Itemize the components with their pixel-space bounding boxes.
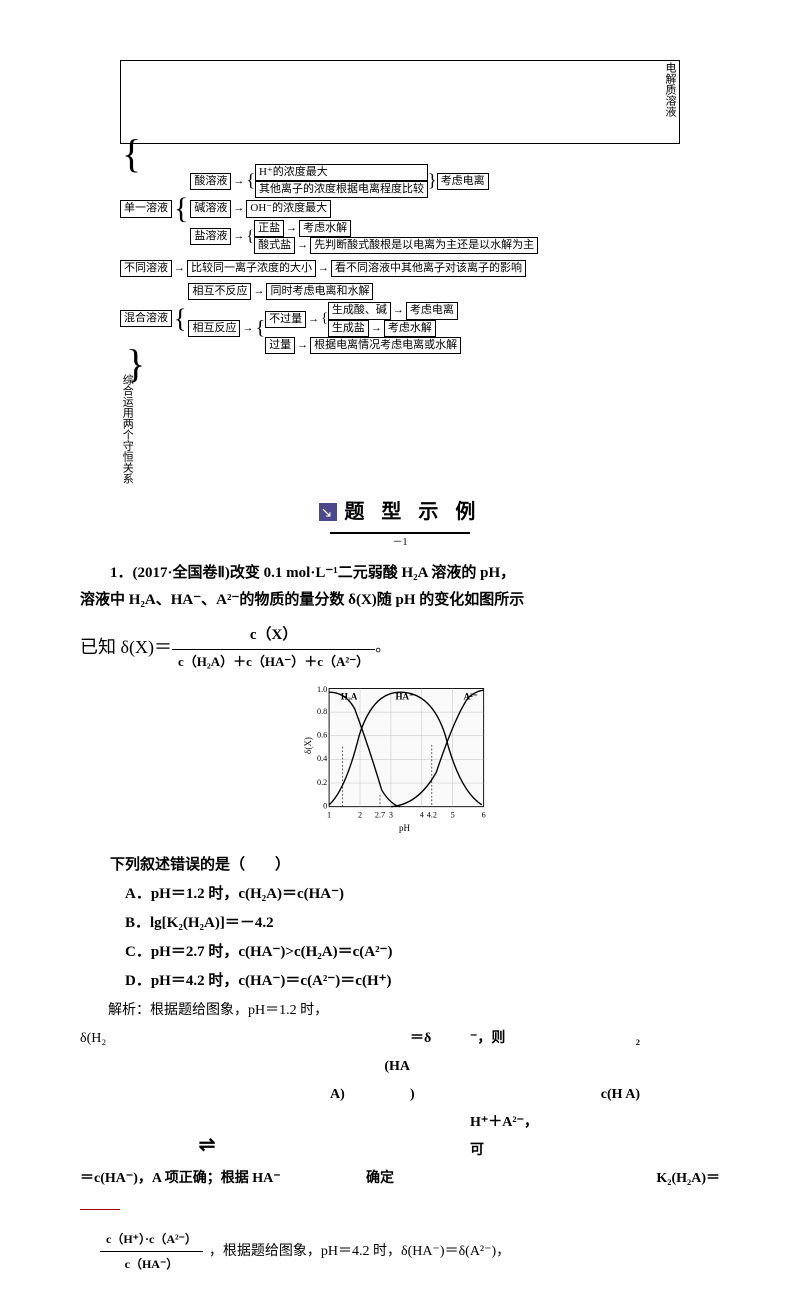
svg-text:A²⁻: A²⁻ <box>464 692 478 702</box>
svg-text:2: 2 <box>358 811 362 820</box>
base-t1: OH⁻的浓度最大 <box>246 200 331 217</box>
b2: 不同溶液 <box>120 260 172 277</box>
b2-t2: 看不同溶液中其他离子对该离子的影响 <box>331 260 526 277</box>
ne-g1: 生成酸、碱 <box>328 302 391 319</box>
svg-text:0.4: 0.4 <box>317 754 327 763</box>
ana-c4a: ⁻，则 <box>470 1025 550 1053</box>
svg-text:HA⁻: HA⁻ <box>395 692 414 702</box>
q1-src: (2017·全国卷Ⅱ) <box>133 565 230 581</box>
salt-n: 正盐 <box>254 220 284 237</box>
b2-t1: 比较同一离子浓度的大小 <box>187 260 316 277</box>
analysis: 解析：根据题给图象，pH＝1.2 时，δ(H₂ ＝δ ⁻，则 ₂ (HA A) … <box>80 997 720 1276</box>
section-title-text: 题 型 示 例 <box>344 501 481 523</box>
formula: 已知 δ(X)＝ c（X） c（H₂A）＋c（HA⁻）＋c（A²⁻） 。 <box>80 622 720 673</box>
svg-text:1.0: 1.0 <box>317 685 327 694</box>
delta-chart: 0 0.2 0.4 0.6 0.8 1.0 1 2 2.7 3 4 4.2 5 … <box>300 681 500 846</box>
arrow-icon <box>319 503 337 521</box>
choice-C: C．pH＝2.7 时，c(HA⁻)>c(H₂A)＝c(A²⁻) <box>125 939 720 966</box>
concept-diagram: 电解质溶液 { 单一溶液 { 酸溶液 → { H⁺的浓度最大 其他离子的浓度根据… <box>120 60 680 484</box>
ana-l2c: K₂(H₂A)＝ <box>430 1165 720 1193</box>
b3-nr: 相互不反应 <box>188 283 251 300</box>
ana-eq1: ＝δ <box>410 1025 470 1053</box>
svg-text:H₂A: H₂A <box>341 692 358 702</box>
choice-B: B．lg[K₂(H₂A)]＝－4.2 <box>125 910 720 937</box>
formula-lead: 已知 δ(X)＝ <box>80 637 172 657</box>
salt-at: 先判断酸式酸根是以电离为主还是以水解为主 <box>310 237 538 254</box>
frac2-num: c（H⁺）·c（A²⁻） <box>100 1227 203 1252</box>
svg-text:6: 6 <box>482 811 486 820</box>
svg-text:4: 4 <box>420 811 424 820</box>
b3-e-t: 根据电离情况考虑电离或水解 <box>310 337 461 354</box>
b3-nr-t: 同时考虑电离和水解 <box>266 283 373 300</box>
right-note: 综合运用两个守恒关系 <box>120 374 133 484</box>
b3-ne: 不过量 <box>265 311 306 328</box>
base: 碱溶液 <box>190 200 231 217</box>
svg-text:0.6: 0.6 <box>317 731 327 740</box>
frac2-den: c（HA⁻） <box>100 1252 203 1276</box>
ana-lead: 解析：根据题给图象，pH＝1.2 时，δ(H₂ <box>80 1003 328 1046</box>
svg-text:4.2: 4.2 <box>427 811 437 820</box>
formula-num: c（X） <box>172 622 375 650</box>
svg-text:2.7: 2.7 <box>375 811 385 820</box>
ana-l2b: 确定 <box>330 1165 430 1193</box>
formula-end: 。 <box>375 634 390 661</box>
underline-mark <box>80 1209 120 1210</box>
choice-D: D．pH＝4.2 时，c(HA⁻)＝c(A²⁻)＝c(H⁺) <box>125 968 720 995</box>
q1-num: 1 <box>110 565 118 581</box>
ana-c4c: H⁺＋A²⁻，可 <box>470 1109 550 1165</box>
b1: 单一溶液 <box>120 200 172 217</box>
ana-c3b: ) <box>410 1081 470 1109</box>
q1-stem: 1．(2017·全国卷Ⅱ)改变 0.1 mol·L⁻¹二元弱酸 H₂A 溶液的 … <box>80 560 720 587</box>
acid-t2: 其他离子的浓度根据电离程度比较 <box>255 181 428 198</box>
salt-a: 酸式盐 <box>254 237 295 254</box>
svg-text:5: 5 <box>451 811 455 820</box>
ne-g1t: 考虑电离 <box>406 302 458 319</box>
root-node: 电解质溶液 <box>120 60 680 144</box>
b3: 混合溶液 <box>120 310 172 327</box>
b3-r: 相互反应 <box>188 320 240 337</box>
q1-ask: 下列叙述错误的是（ ） <box>80 852 720 879</box>
acid: 酸溶液 <box>190 173 231 190</box>
ana-l2a: ＝c(HA⁻)，A 项正确；根据 HA⁻ <box>80 1171 281 1186</box>
svg-text:3: 3 <box>389 811 393 820</box>
ana-c5a: ₂ <box>550 1025 640 1053</box>
ne-g2: 生成盐 <box>328 320 369 337</box>
svg-text:0.8: 0.8 <box>317 707 327 716</box>
ana-c3a: (HA <box>330 1053 410 1081</box>
ana-tail: ，根据题给图象，pH＝4.2 时，δ(HA⁻)＝δ(A²⁻)， <box>209 1238 510 1266</box>
svg-text:1: 1 <box>327 811 331 820</box>
harpoon-icon: ⇌ <box>199 1134 212 1156</box>
section-title: 题 型 示 例 －1 <box>80 494 720 552</box>
ana-c5b: c(H A) <box>550 1081 640 1109</box>
ne-g2t: 考虑水解 <box>384 320 436 337</box>
svg-text:0: 0 <box>323 802 327 811</box>
q1-stem2: 溶液中 H₂A、HA⁻、A²⁻的物质的量分数 δ(X)随 pH 的变化如图所示 <box>80 587 720 614</box>
acid-t1: H⁺的浓度最大 <box>255 164 428 181</box>
svg-text:δ(X): δ(X) <box>303 737 313 754</box>
choices: A．pH＝1.2 时，c(H₂A)＝c(HA⁻) B．lg[K₂(H₂A)]＝－… <box>125 881 720 995</box>
formula-den: c（H₂A）＋c（HA⁻）＋c（A²⁻） <box>172 650 375 673</box>
salt-nt: 考虑水解 <box>299 220 351 237</box>
svg-text:0.2: 0.2 <box>317 778 327 787</box>
choice-A: A．pH＝1.2 时，c(H₂A)＝c(HA⁻) <box>125 881 720 908</box>
b3-e: 过量 <box>265 337 295 354</box>
svg-text:pH: pH <box>399 823 411 833</box>
acid-tag: 考虑电离 <box>437 173 489 190</box>
ana-c2a: A) <box>330 1081 410 1109</box>
salt: 盐溶液 <box>190 228 231 245</box>
q1-stem1: 改变 0.1 mol·L⁻¹二元弱酸 H₂A 溶液的 pH， <box>230 565 515 581</box>
